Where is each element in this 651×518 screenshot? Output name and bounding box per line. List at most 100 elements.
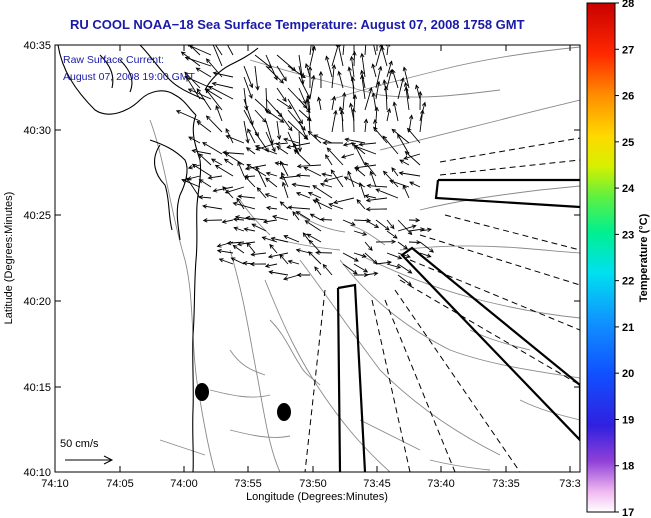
current-arrow [254, 131, 269, 153]
current-arrow [353, 263, 369, 273]
current-arrow [409, 181, 421, 188]
current-arrow [281, 171, 289, 188]
current-arrow [353, 230, 368, 236]
current-arrow [181, 178, 201, 188]
current-arrow [419, 109, 425, 133]
current-arrow [342, 263, 358, 275]
current-arrow [307, 191, 322, 199]
current-arrow [303, 167, 322, 177]
current-arrow [205, 115, 223, 133]
current-arrow [307, 130, 322, 144]
current-arrow [293, 149, 311, 166]
current-arrow [344, 137, 366, 144]
current-arrow [402, 184, 410, 199]
current-arrow [358, 142, 377, 147]
current-arrow [218, 258, 234, 265]
current-arrow [337, 70, 344, 89]
colorbar [586, 2, 616, 513]
current-arrow [404, 86, 410, 111]
current-arrow [383, 85, 389, 111]
colorbar-tick-label: 18 [622, 461, 634, 473]
current-arrow [265, 177, 278, 188]
current-arrow [296, 173, 311, 178]
current-arrow [298, 120, 308, 140]
y-tick-label: 40:10 [23, 467, 51, 479]
y-tick-label: 40:15 [23, 382, 51, 394]
current-arrow [342, 252, 359, 262]
current-arrow [397, 274, 412, 286]
current-arrow [184, 75, 212, 89]
current-arrow [296, 272, 311, 278]
colorbar-tick-label: 22 [622, 276, 634, 288]
current-arrow [244, 175, 256, 188]
current-arrow [295, 191, 311, 199]
x-axis-label: Longitude (Degrees:Minutes) [246, 491, 388, 503]
current-arrow [323, 175, 344, 183]
current-arrow [364, 161, 377, 177]
current-arrow [349, 55, 355, 78]
y-tick-label: 40:30 [23, 125, 51, 137]
current-arrow [279, 253, 289, 265]
current-arrow [236, 197, 245, 210]
current-arrow [233, 226, 245, 232]
buoy-marker [195, 383, 209, 401]
current-arrow [212, 71, 234, 78]
current-arrow [315, 250, 333, 255]
current-arrow [302, 232, 311, 243]
x-tick-label: 73:3 [559, 478, 580, 490]
current-arrow [191, 163, 212, 177]
current-arrow [202, 204, 223, 210]
current-arrow [198, 195, 212, 200]
current-arrow [356, 199, 366, 210]
current-arrow [265, 171, 278, 177]
current-arrow [265, 65, 284, 84]
x-tick-label: 74:00 [170, 478, 198, 490]
current-arrow [254, 65, 260, 91]
current-arrow [386, 252, 403, 260]
current-arrow [342, 45, 345, 56]
current-arrow [313, 134, 333, 144]
current-arrow [364, 271, 379, 276]
current-arrow [271, 214, 289, 221]
colorbar-tick-label: 17 [622, 507, 634, 518]
current-arrow [351, 142, 366, 155]
current-arrow [215, 45, 223, 56]
current-arrow [215, 105, 223, 122]
current-arrow [232, 201, 256, 210]
current-arrow [243, 120, 250, 144]
current-arrow [375, 188, 399, 199]
current-arrow [330, 169, 344, 188]
current-arrow [198, 179, 212, 188]
current-arrow [415, 84, 421, 100]
current-vectors [175, 45, 435, 286]
y-tick-label: 40:35 [23, 40, 51, 52]
current-arrow [339, 109, 345, 133]
current-arrow [214, 164, 234, 177]
current-arrow [281, 181, 289, 199]
current-arrow [286, 142, 311, 149]
current-arrow [398, 171, 421, 177]
current-arrow [237, 194, 256, 199]
current-arrow [364, 87, 373, 111]
current-arrow [309, 213, 322, 221]
current-arrow [268, 270, 289, 276]
current-arrow [419, 241, 435, 253]
current-arrow [375, 80, 381, 100]
current-arrow [279, 201, 289, 210]
current-arrow [278, 175, 300, 180]
current-arrow [304, 63, 311, 78]
current-arrow [397, 219, 413, 236]
current-arrow [292, 211, 300, 221]
current-arrow [225, 135, 245, 144]
current-arrow [386, 219, 395, 230]
current-arrow [386, 263, 402, 269]
current-arrow [276, 65, 287, 82]
current-arrow [191, 148, 212, 155]
current-arrow [375, 239, 397, 244]
current-arrow [275, 141, 289, 147]
current-arrow [196, 120, 212, 133]
current-arrow [375, 260, 392, 265]
current-arrow [237, 161, 245, 177]
current-arrow [373, 45, 377, 56]
current-arrow [353, 145, 377, 155]
